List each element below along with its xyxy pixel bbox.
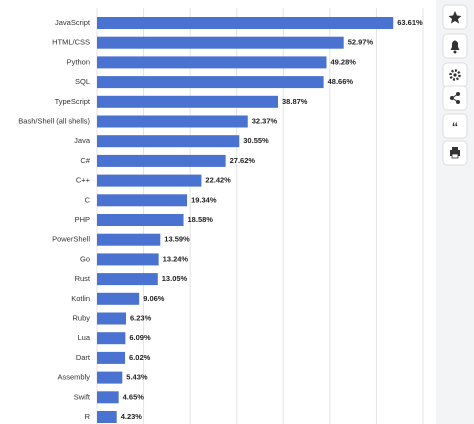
bar bbox=[97, 292, 140, 305]
value-label: 32.37% bbox=[252, 116, 278, 125]
category-label: Kotlin bbox=[71, 294, 90, 303]
category-label: TypeScript bbox=[55, 97, 91, 106]
category-label: C# bbox=[80, 156, 90, 165]
bar bbox=[97, 76, 324, 89]
bar bbox=[97, 253, 159, 266]
category-label: PHP bbox=[75, 215, 90, 224]
category-label: C bbox=[85, 195, 91, 204]
value-label: 27.62% bbox=[230, 156, 256, 165]
category-label: Java bbox=[74, 136, 91, 145]
bar bbox=[97, 95, 279, 108]
bar bbox=[97, 214, 184, 226]
category-label: SQL bbox=[75, 77, 90, 86]
category-label: Swift bbox=[74, 392, 91, 401]
star-button[interactable] bbox=[442, 4, 468, 30]
category-label: C++ bbox=[76, 176, 91, 185]
svg-text:“: “ bbox=[452, 119, 459, 134]
bar bbox=[97, 36, 344, 49]
bar bbox=[97, 273, 158, 286]
value-label: 13.05% bbox=[162, 274, 188, 283]
print-button[interactable] bbox=[442, 140, 468, 166]
value-label: 6.23% bbox=[130, 313, 152, 322]
value-label: 13.59% bbox=[164, 235, 190, 244]
category-label: R bbox=[85, 412, 91, 421]
value-label: 13.24% bbox=[163, 254, 189, 263]
category-label: HTML/CSS bbox=[52, 38, 90, 47]
value-label: 19.34% bbox=[191, 195, 217, 204]
category-label: Bash/Shell (all shells) bbox=[18, 116, 90, 125]
value-label: 4.23% bbox=[121, 412, 143, 421]
bar bbox=[97, 56, 327, 69]
notification-button[interactable] bbox=[442, 33, 468, 59]
bar bbox=[97, 194, 188, 207]
value-label: 30.55% bbox=[243, 136, 269, 145]
bar bbox=[97, 17, 394, 29]
value-label: 22.42% bbox=[205, 176, 231, 185]
category-label: PowerShell bbox=[52, 235, 90, 244]
category-label: Python bbox=[67, 57, 90, 66]
value-label: 49.28% bbox=[331, 57, 357, 66]
bar bbox=[97, 371, 123, 384]
value-label: 63.61% bbox=[397, 18, 423, 27]
bar bbox=[97, 351, 126, 364]
category-label: Lua bbox=[77, 333, 90, 342]
value-label: 5.43% bbox=[126, 373, 148, 382]
category-label: JavaScript bbox=[55, 18, 91, 27]
category-label: Dart bbox=[76, 353, 91, 362]
value-label: 6.09% bbox=[129, 333, 151, 342]
category-label: Rust bbox=[75, 274, 91, 283]
value-label: 48.66% bbox=[328, 77, 354, 86]
value-label: 38.87% bbox=[282, 97, 308, 106]
category-label: Ruby bbox=[72, 313, 90, 322]
value-label: 6.02% bbox=[129, 353, 151, 362]
value-label: 4.65% bbox=[123, 392, 145, 401]
bar bbox=[97, 135, 240, 148]
value-label: 52.97% bbox=[348, 38, 374, 47]
bar bbox=[97, 154, 226, 167]
value-label: 18.58% bbox=[188, 215, 214, 224]
bar bbox=[97, 115, 248, 128]
bar bbox=[97, 411, 117, 423]
cite-button[interactable]: “ bbox=[442, 113, 468, 139]
bar bbox=[97, 391, 119, 404]
value-label: 9.06% bbox=[143, 294, 165, 303]
bar bbox=[97, 312, 127, 325]
bar bbox=[97, 233, 161, 246]
category-label: Go bbox=[80, 254, 90, 263]
share-button[interactable] bbox=[442, 85, 468, 111]
bar bbox=[97, 174, 202, 187]
settings-button[interactable] bbox=[442, 62, 468, 88]
category-label: Assembly bbox=[57, 373, 90, 382]
bar bbox=[97, 332, 126, 345]
